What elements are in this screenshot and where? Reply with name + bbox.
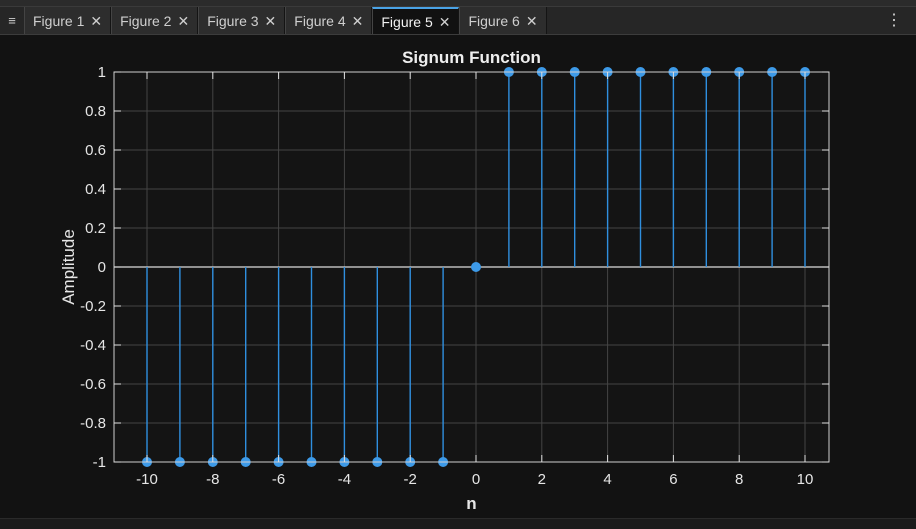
tab-figure-3[interactable]: Figure 3 ✕ (198, 7, 286, 34)
tab-label: Figure 6 (468, 12, 520, 29)
tab-figure-1[interactable]: Figure 1 ✕ (24, 7, 112, 34)
tab-label: Figure 4 (294, 12, 346, 29)
x-tick-labels: -10 -8 -6 -4 -2 0 2 4 6 8 10 (136, 471, 813, 488)
y-tick-label: 0.8 (85, 103, 106, 120)
close-icon[interactable]: ✕ (264, 12, 277, 29)
stem-marker (471, 262, 481, 272)
x-tick-label: -8 (206, 471, 219, 488)
tab-list: Figure 1 ✕ Figure 2 ✕ Figure 3 ✕ Figure 4 ✕ Figu… (24, 7, 547, 35)
x-tick-label: 2 (538, 471, 546, 488)
y-tick-label: 0 (98, 259, 106, 276)
tab-figure-5[interactable]: Figure 5 ✕ (372, 7, 460, 34)
y-tick-label: 0.2 (85, 220, 106, 237)
tab-figure-6[interactable]: Figure 6 ✕ (459, 7, 547, 34)
x-tick-label: 8 (735, 471, 743, 488)
x-tick-label: 0 (472, 471, 480, 488)
y-tick-label: -1 (93, 454, 106, 471)
x-tick-label: -4 (338, 471, 351, 488)
y-tick-label: -0.6 (80, 376, 106, 393)
x-axis-label: n (466, 494, 476, 513)
ticks (114, 71, 829, 463)
tab-figure-4[interactable]: Figure 4 ✕ (285, 7, 373, 34)
y-axis-label: Amplitude (59, 229, 78, 305)
close-icon[interactable]: ✕ (525, 12, 538, 29)
tab-label: Figure 3 (207, 12, 259, 29)
y-tick-label: -0.8 (80, 415, 106, 432)
x-tick-label: -2 (404, 471, 417, 488)
x-tick-label: 10 (797, 471, 814, 488)
stem-plot: -10 -8 -6 -4 -2 0 2 4 6 8 10 -1 -0.8 -0.6 -0.4 -0.2 0 0.… (59, 48, 830, 513)
y-tick-label: -0.2 (80, 298, 106, 315)
tab-label: Figure 2 (120, 12, 172, 29)
status-strip (0, 518, 916, 529)
x-tick-label: -6 (272, 471, 285, 488)
tab-label: Figure 5 (381, 13, 433, 30)
window-top-edge (0, 0, 916, 7)
figure-window: -10 -8 -6 -4 -2 0 2 4 6 8 10 -1 -0.8 -0.6 -0.4 -0.2 0 0.… (0, 35, 916, 518)
chart-title: Signum Function (402, 48, 541, 67)
y-tick-label: 0.4 (85, 181, 106, 198)
close-icon[interactable]: ✕ (90, 12, 103, 29)
kebab-menu-icon[interactable]: ⋮ (886, 12, 902, 29)
close-icon[interactable]: ✕ (351, 12, 364, 29)
x-tick-label: 6 (669, 471, 677, 488)
y-tick-labels: -1 -0.8 -0.6 -0.4 -0.2 0 0.2 0.4 0.6 0.8 1 (80, 64, 106, 471)
x-tick-label: -10 (136, 471, 158, 488)
hamburger-icon[interactable]: ≡ (8, 13, 16, 28)
y-tick-label: 0.6 (85, 142, 106, 159)
tab-figure-2[interactable]: Figure 2 ✕ (111, 7, 199, 34)
tab-label: Figure 1 (33, 12, 85, 29)
close-icon[interactable]: ✕ (438, 13, 451, 30)
y-tick-label: -0.4 (80, 337, 106, 354)
x-tick-label: 4 (603, 471, 611, 488)
y-tick-label: 1 (98, 64, 106, 81)
close-icon[interactable]: ✕ (177, 12, 190, 29)
figure-tab-bar: ≡ Figure 1 ✕ Figure 2 ✕ Figure 3 ✕ Figure 4 ✕ Fi… (0, 7, 916, 35)
